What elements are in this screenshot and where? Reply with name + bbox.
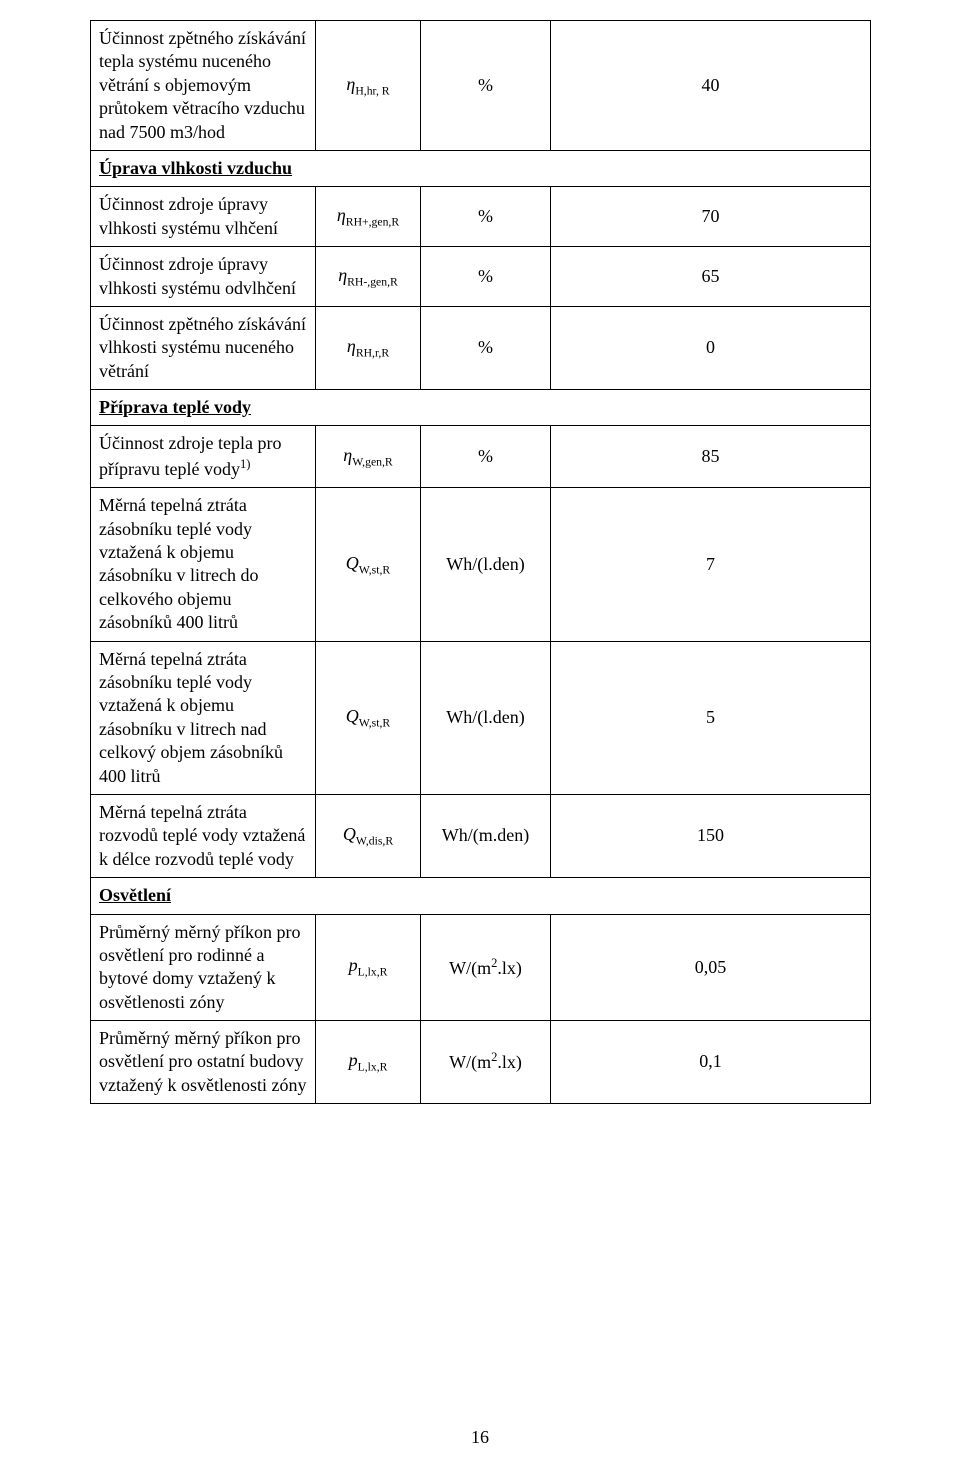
cell-unit: W/(m2.lx) [421,1021,551,1104]
section-title: Úprava vlhkosti vzduchu [91,150,871,186]
table-row: Měrná tepelná ztráta zásobníku teplé vod… [91,641,871,794]
cell-value: 0,1 [551,1021,871,1104]
cell-value: 7 [551,488,871,641]
cell-parameter: Měrná tepelná ztráta rozvodů teplé vody … [91,794,316,877]
table-row: Účinnost zdroje tepla pro přípravu teplé… [91,426,871,488]
cell-unit: % [421,187,551,247]
cell-parameter: Měrná tepelná ztráta zásobníku teplé vod… [91,488,316,641]
section-title: Příprava teplé vody [91,390,871,426]
cell-symbol: ηRH+,gen,R [316,187,421,247]
cell-unit: Wh/(m.den) [421,794,551,877]
cell-symbol: ηH,hr, R [316,21,421,151]
cell-value: 5 [551,641,871,794]
table-row: Průměrný měrný příkon pro osvětlení pro … [91,1021,871,1104]
page-number: 16 [0,1427,960,1448]
cell-parameter: Průměrný měrný příkon pro osvětlení pro … [91,1021,316,1104]
cell-symbol: QW,st,R [316,488,421,641]
cell-parameter: Měrná tepelná ztráta zásobníku teplé vod… [91,641,316,794]
cell-parameter: Průměrný měrný příkon pro osvětlení pro … [91,914,316,1021]
cell-parameter: Účinnost zdroje tepla pro přípravu teplé… [91,426,316,488]
cell-value: 40 [551,21,871,151]
cell-value: 0,05 [551,914,871,1021]
table-row: Účinnost zdroje úpravy vlhkosti systému … [91,187,871,247]
cell-parameter: Účinnost zpětného získávání vlhkosti sys… [91,306,316,389]
cell-unit: Wh/(l.den) [421,488,551,641]
cell-unit: % [421,247,551,307]
cell-parameter: Účinnost zdroje úpravy vlhkosti systému … [91,247,316,307]
cell-symbol: ηW,gen,R [316,426,421,488]
cell-symbol: QW,dis,R [316,794,421,877]
cell-parameter: Účinnost zpětného získávání tepla systém… [91,21,316,151]
cell-value: 85 [551,426,871,488]
table-row: Účinnost zpětného získávání tepla systém… [91,21,871,151]
cell-parameter: Účinnost zdroje úpravy vlhkosti systému … [91,187,316,247]
table-row: Měrná tepelná ztráta zásobníku teplé vod… [91,488,871,641]
table-row: Měrná tepelná ztráta rozvodů teplé vody … [91,794,871,877]
cell-value: 150 [551,794,871,877]
table-body: Účinnost zpětného získávání tepla systém… [91,21,871,1104]
document-page: Účinnost zpětného získávání tepla systém… [0,0,960,1468]
cell-symbol: QW,st,R [316,641,421,794]
table-row: Účinnost zdroje úpravy vlhkosti systému … [91,247,871,307]
cell-unit: Wh/(l.den) [421,641,551,794]
cell-symbol: pL,lx,R [316,1021,421,1104]
section-title: Osvětlení [91,878,871,914]
parameters-table: Účinnost zpětného získávání tepla systém… [90,20,871,1104]
cell-unit: W/(m2.lx) [421,914,551,1021]
cell-unit: % [421,306,551,389]
section-header-row: Osvětlení [91,878,871,914]
cell-value: 0 [551,306,871,389]
cell-symbol: ηRH,r,R [316,306,421,389]
cell-value: 65 [551,247,871,307]
cell-unit: % [421,426,551,488]
cell-symbol: ηRH-,gen,R [316,247,421,307]
table-row: Účinnost zpětného získávání vlhkosti sys… [91,306,871,389]
cell-unit: % [421,21,551,151]
cell-value: 70 [551,187,871,247]
cell-symbol: pL,lx,R [316,914,421,1021]
section-header-row: Úprava vlhkosti vzduchu [91,150,871,186]
section-header-row: Příprava teplé vody [91,390,871,426]
table-row: Průměrný měrný příkon pro osvětlení pro … [91,914,871,1021]
